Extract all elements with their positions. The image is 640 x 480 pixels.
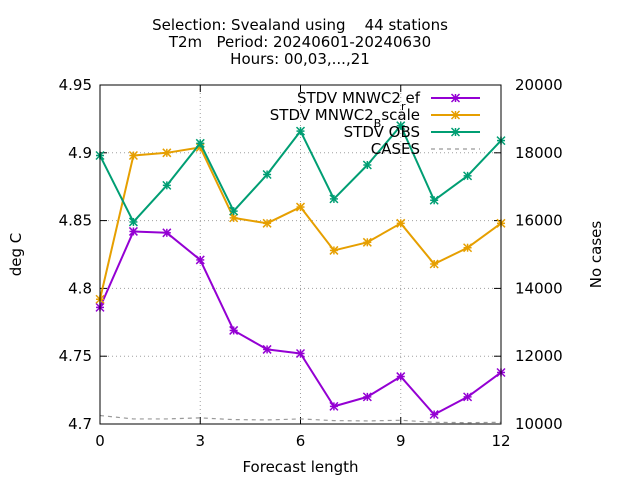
data-point <box>195 255 205 265</box>
data-point <box>429 259 439 269</box>
x-axis-label: Forecast length <box>242 458 358 476</box>
data-point <box>128 217 138 227</box>
y2-tick-label: 14000 <box>515 279 563 297</box>
y2-tick-label: 16000 <box>515 212 563 230</box>
legend-entry: STDV OBS <box>344 123 480 141</box>
data-point <box>396 372 406 382</box>
data-point <box>262 169 272 180</box>
legend-label: STDV MNWC2ref <box>297 89 421 113</box>
data-point <box>362 392 372 402</box>
series-layer <box>95 121 506 424</box>
legend-entry: CASES <box>371 140 480 158</box>
data-point <box>229 325 239 335</box>
data-point <box>295 348 306 359</box>
x-tick-label: 0 <box>95 432 105 450</box>
data-point <box>329 401 339 411</box>
data-point <box>450 110 461 120</box>
title-line: Selection: Svealand using 44 stations <box>152 16 448 34</box>
data-point <box>329 245 339 255</box>
y2-tick-label: 20000 <box>515 76 563 94</box>
data-point <box>396 218 406 228</box>
series-line-1 <box>99 230 502 416</box>
y-tick-label: 4.8 <box>68 279 92 297</box>
x-tick-label: 6 <box>296 432 306 450</box>
data-point <box>229 213 239 223</box>
data-point <box>128 150 138 161</box>
data-point <box>463 392 473 402</box>
data-point <box>162 180 172 190</box>
y-tick-label: 4.75 <box>59 347 92 365</box>
data-point <box>262 344 272 354</box>
y2-tick-label: 10000 <box>515 415 563 433</box>
data-point <box>362 237 372 247</box>
y2-tick-label: 18000 <box>515 144 563 162</box>
y2-axis-label: No cases <box>587 221 605 289</box>
legend-entry: STDV MNWC2Bscale <box>270 106 480 130</box>
data-point <box>329 194 339 204</box>
legend-entry: STDV MNWC2ref <box>297 89 480 113</box>
data-point <box>295 202 306 212</box>
series-line-4 <box>99 414 502 424</box>
data-point <box>262 218 272 228</box>
series-line-2 <box>99 146 502 300</box>
data-point <box>463 171 473 181</box>
chart-title: Selection: Svealand using 44 stationsT2m… <box>152 16 448 68</box>
data-point <box>195 138 205 148</box>
data-point <box>128 226 138 236</box>
plot-frame <box>99 84 502 425</box>
y-tick-label: 4.95 <box>59 76 92 94</box>
data-point <box>396 121 406 131</box>
y-tick-label: 4.9 <box>68 144 92 162</box>
title-line: T2m Period: 20240601-20240630 <box>168 33 431 51</box>
y-tick-label: 4.85 <box>59 212 92 230</box>
legend-label: STDV MNWC2Bscale <box>270 106 420 130</box>
y-axis-label: deg C <box>7 233 25 277</box>
data-point <box>450 127 461 137</box>
x-tick-label: 3 <box>195 432 205 450</box>
data-point <box>295 126 306 136</box>
data-point <box>162 228 172 238</box>
data-point <box>429 409 439 420</box>
x-tick-label: 12 <box>491 432 510 450</box>
y2-tick-label: 12000 <box>515 347 563 365</box>
data-point <box>162 148 172 158</box>
data-point <box>450 93 461 103</box>
x-tick-label: 9 <box>396 432 406 450</box>
data-point <box>429 195 439 205</box>
axis-tick-labels: 0 3 6 9 12 4.7 4.75 4.8 4.85 4.9 4.95 10000 12000 140… <box>59 76 563 450</box>
data-point <box>362 160 372 170</box>
data-point <box>463 243 473 253</box>
legend-label: CASES <box>371 140 420 158</box>
title-line: Hours: 00,03,...,21 <box>230 50 370 68</box>
y-tick-label: 4.7 <box>68 415 92 433</box>
data-point <box>229 206 239 216</box>
grid <box>100 85 501 424</box>
legend-label: STDV OBS <box>344 123 420 141</box>
